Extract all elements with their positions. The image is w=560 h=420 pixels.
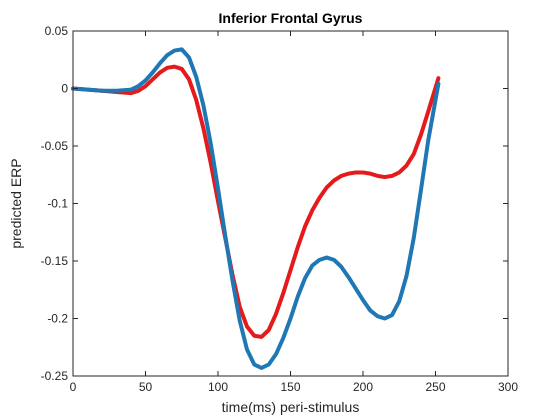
y-tick-label: -0.2: [47, 312, 68, 326]
x-tick-label: 300: [498, 380, 518, 394]
y-tick-label: -0.1: [47, 197, 68, 211]
x-tick-label: 50: [139, 380, 153, 394]
x-tick-label: 250: [425, 380, 445, 394]
series-layer: [71, 47, 441, 370]
series-line-2: [71, 47, 441, 370]
y-tick-label: -0.25: [41, 369, 69, 383]
x-tick-label: 200: [353, 380, 373, 394]
x-tick-label: 0: [70, 380, 77, 394]
y-tick-label: 0.05: [45, 24, 69, 38]
y-tick-label: -0.05: [41, 139, 69, 153]
x-tick-label: 100: [208, 380, 228, 394]
y-tick-label: 0: [61, 82, 68, 96]
y-tick-label: -0.15: [41, 254, 69, 268]
chart-title: Inferior Frontal Gyrus: [219, 10, 363, 26]
axes-layer: 0 50 100 150 200 250 300 0.05 0 -0.05 -0.1 -0.15 -0.…: [41, 24, 519, 394]
series-line-1: [71, 64, 441, 339]
x-tick-label: 150: [280, 380, 300, 394]
y-axis-label: predicted ERP: [8, 158, 24, 248]
x-axis-label: time(ms) peri-stimulus: [222, 399, 360, 415]
